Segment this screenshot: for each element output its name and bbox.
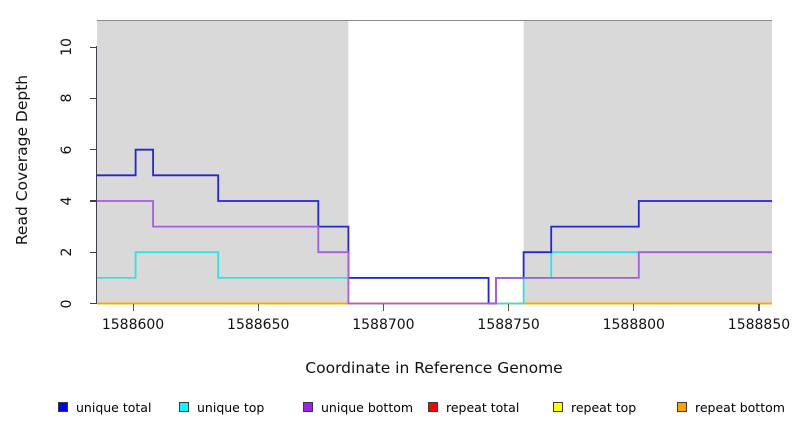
y-tick [89, 303, 97, 305]
x-tick-label: 1588600 [101, 317, 165, 333]
legend-swatch-icon [677, 402, 687, 412]
y-tick [89, 97, 97, 100]
x-tick-label: 1588750 [477, 317, 540, 333]
y-tick-label: 6 [59, 145, 75, 155]
x-tick-label: 1588800 [602, 317, 665, 333]
y-tick-label: 0 [59, 299, 75, 308]
x-tick-label: 1588700 [352, 317, 415, 333]
y-tick-label: 2 [59, 247, 75, 257]
x-tick [257, 303, 259, 311]
y-axis-line [96, 45, 98, 304]
plot-area [97, 21, 772, 305]
legend-swatch-icon [553, 402, 563, 412]
legend-item-repeat-total: repeat total [428, 397, 519, 417]
legend-label: repeat bottom [695, 399, 785, 415]
series-line-unique-bottom [97, 200, 772, 305]
shaded-region [97, 21, 349, 304]
legend-item-unique-total: unique total [58, 397, 151, 417]
legend-item-repeat-bottom: repeat bottom [677, 397, 785, 417]
x-tick-label: 1588850 [727, 317, 791, 333]
x-tick [382, 303, 385, 311]
legend-item-unique-top: unique top [179, 397, 264, 417]
legend-item-repeat-top: repeat top [553, 397, 636, 417]
legend-label: unique total [76, 399, 152, 415]
plot-top-border [97, 20, 772, 22]
legend-label: repeat top [571, 399, 637, 415]
x-tick [633, 303, 635, 311]
x-axis-title: Coordinate in Reference Genome [305, 359, 563, 377]
shaded-region [523, 21, 772, 304]
y-tick-label: 8 [59, 93, 75, 103]
legend-swatch-icon [428, 402, 438, 412]
legend-item-unique-bottom: unique bottom [303, 397, 413, 417]
x-tick [508, 303, 510, 311]
legend: unique total unique top unique bottom repea… [0, 397, 792, 419]
x-tick [758, 303, 760, 311]
y-tick [89, 251, 97, 253]
legend-swatch-icon [58, 402, 68, 412]
y-tick-label: 10 [59, 38, 75, 57]
x-tick [132, 303, 134, 311]
y-axis-title: Read Coverage Depth [13, 74, 31, 246]
legend-label: repeat total [446, 399, 520, 415]
legend-swatch-icon [179, 402, 189, 412]
y-tick-label: 4 [59, 196, 75, 206]
legend-label: unique bottom [321, 399, 414, 415]
y-tick [89, 46, 97, 48]
y-tick [89, 149, 97, 151]
legend-swatch-icon [303, 402, 313, 412]
series-line-unique-total [97, 148, 772, 305]
x-tick-label: 1588650 [227, 317, 290, 333]
legend-label: unique top [197, 399, 265, 415]
y-tick [89, 200, 97, 202]
